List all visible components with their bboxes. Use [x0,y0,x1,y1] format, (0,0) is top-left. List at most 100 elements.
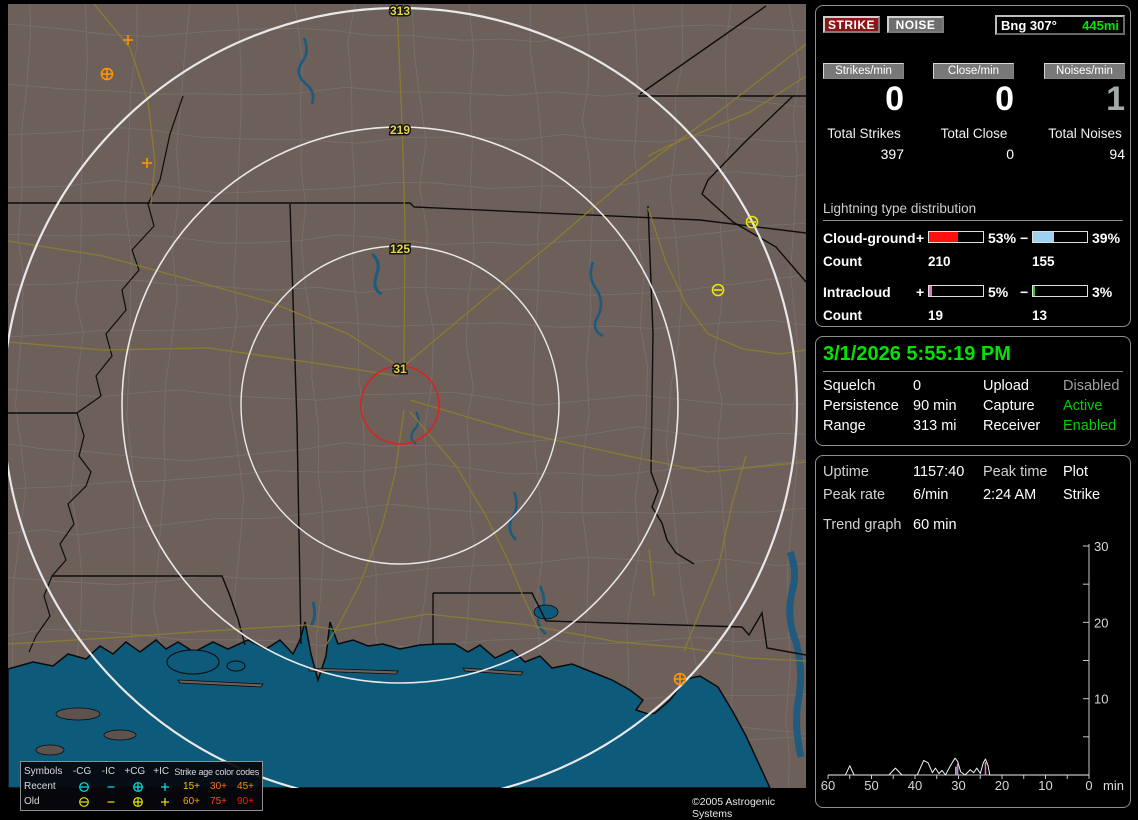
minus-sign: − [1020,284,1029,300]
upload-value: Disabled [1063,378,1120,394]
bearing-readout: Bng 307° 445mi [995,15,1125,35]
ic-negative-bar [1032,285,1088,297]
strike-circle-minus [745,215,759,229]
strike-circle-minus [711,283,725,297]
range-rings: 313 219 125 31 [8,4,798,788]
ring-label-219: 219 [390,123,410,137]
cloud-ground-row: Cloud-ground + 53% − 39% [816,230,1132,246]
trend-graph: 10 20 30 60 50 40 30 20 10 0 min [821,539,1124,793]
range-value: 313 mi [913,418,957,434]
ring-label-125: 125 [390,242,410,256]
x-tick-label: 10 [1038,778,1052,793]
uptime-label: Uptime [823,464,869,480]
peak-time-label: Peak time [983,464,1048,480]
legend-circle-plus-icon [124,796,151,808]
ic-positive-count: 19 [928,308,944,323]
copyright: ©2005 Astrogenic Systems [692,796,776,820]
legend-row-recent: Recent 15+ 30+ 45+ [24,779,259,794]
distribution-title: Lightning type distribution [823,201,1123,221]
counters-panel: STRIKE NOISE Bng 307° 445mi Strikes/min … [815,5,1131,327]
legend-minus-icon [97,781,124,793]
lake [166,649,220,675]
ic-negative-pct: 3% [1092,284,1113,300]
lake [226,660,246,672]
status-panel: 3/1/2026 5:55:19 PM Squelch 0 Upload Dis… [815,336,1131,446]
strike-circle-plus [673,672,687,686]
plot-label: Plot [1063,464,1088,480]
ring-label-31: 31 [393,362,407,376]
total-close-value: 0 [1006,146,1014,162]
persistence-value: 90 min [913,398,957,414]
noise-toggle-button[interactable]: NOISE [887,16,944,33]
lightning-map[interactable]: 313 219 125 31 [8,4,806,788]
intracloud-row: Intracloud + 5% − 3% [816,284,1132,300]
squelch-value: 0 [913,378,922,394]
legend-age-90+: 90+ [237,796,254,807]
range-ring-313 [8,7,798,788]
persistence-label: Persistence [823,398,899,414]
peak-time-value: 2:24 AM [983,487,1037,503]
upload-label: Upload [983,378,1029,394]
receiver-label: Receiver [983,418,1041,434]
plot-type-value: Strike [1063,487,1101,503]
legend-row-label: Old [24,796,40,807]
ic-negative-count: 13 [1032,308,1048,323]
x-tick-label: 30 [951,778,965,793]
strikes-per-min-value: 0 [885,80,904,118]
total-close-label: Total Close [940,126,1008,141]
count-label: Count [823,308,862,323]
range-ring-219 [121,126,679,684]
bearing-label: Bng 307° [1001,17,1057,33]
legend-age-15+: 15+ [183,781,200,792]
x-tick-label: 50 [864,778,878,793]
receiver-value: Enabled [1063,418,1117,434]
minus-sign: − [1020,230,1029,246]
range-label: Range [823,418,866,434]
legend-age-45+: 45+ [237,781,254,792]
ring-label-313: 313 [390,4,410,18]
legend-circle-minus-icon [70,796,97,808]
map-legend: Symbols -CG -IC +CG +IC Strike age color code… [20,761,263,811]
strike-plus [123,35,133,45]
trend-graph-label: Trend graph [823,517,902,533]
squelch-label: Squelch [823,378,876,394]
lake [533,604,559,620]
legend-circle-minus-icon [70,781,97,793]
x-axis-unit: min [1103,778,1124,793]
total-strikes-value: 397 [880,146,904,162]
total-strikes-label: Total Strikes [827,126,901,141]
stats-panel: Uptime 1157:40 Peak time Plot Peak rate … [815,455,1131,808]
map-area[interactable]: 313 219 125 31 Symbols -CG -IC +CG +IC Strike ag… [8,4,806,820]
capture-label: Capture [983,398,1035,414]
strike-plus [142,158,152,168]
legend-col-header: Symbols [24,766,63,777]
datetime-display: 3/1/2026 5:55:19 PM [823,343,1123,372]
roads [8,4,806,662]
legend-age-title: Strike age color codes [174,766,259,777]
legend-row-old: Old 60+ 75+ 90+ [24,794,259,809]
total-noises-value: 94 [1109,146,1125,162]
legend-col-header: -CG [72,766,92,777]
y-tick-label: 10 [1094,692,1108,707]
y-tick-label: 20 [1094,615,1108,630]
x-tick-label: 0 [1085,778,1092,793]
legend-age-60+: 60+ [183,796,200,807]
range-ring-125 [240,245,560,565]
legend-plus-icon [151,796,178,808]
legend-age-30+: 30+ [210,781,227,792]
cg-positive-pct: 53% [988,230,1017,246]
cg-positive-count: 210 [928,254,951,269]
plus-sign: + [916,230,925,246]
range-ring-31 [360,365,440,445]
cg-negative-bar [1032,231,1088,243]
cg-negative-count: 155 [1032,254,1055,269]
x-tick-label: 20 [995,778,1009,793]
uptime-value: 1157:40 [913,464,965,480]
cloud-ground-label: Cloud-ground [823,230,916,246]
legend-plus-icon [151,781,178,793]
strike-toggle-button[interactable]: STRIKE [823,16,880,33]
peak-rate-value: 6/min [913,487,949,503]
cg-positive-bar [928,231,984,243]
plus-sign: + [916,284,925,300]
x-tick-label: 40 [908,778,922,793]
